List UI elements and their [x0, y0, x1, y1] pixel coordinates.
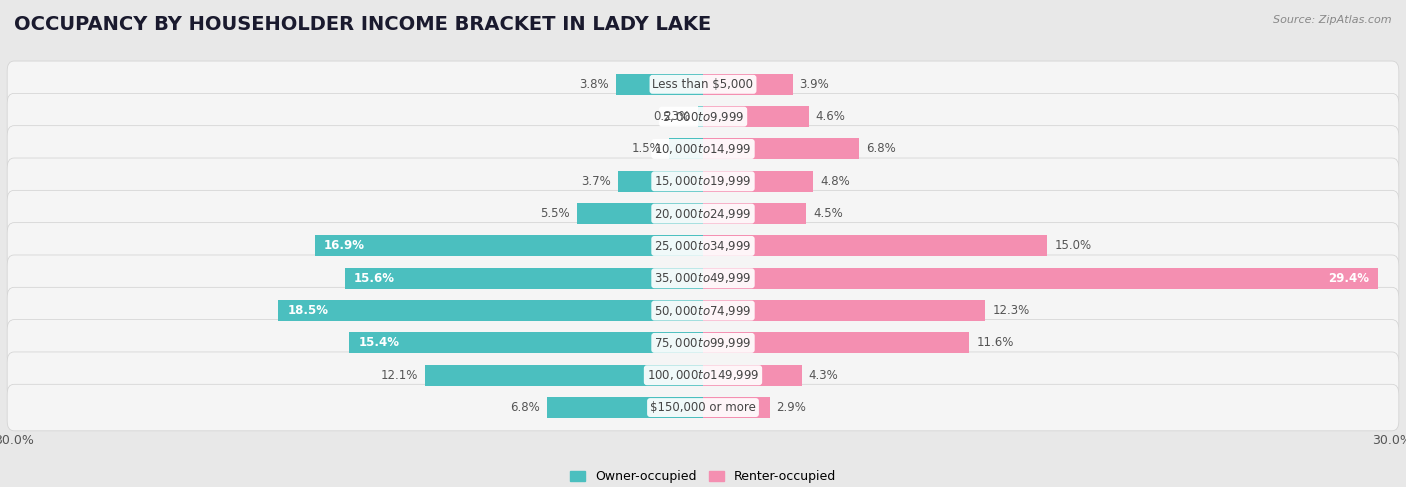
FancyBboxPatch shape	[7, 352, 1399, 398]
Text: Source: ZipAtlas.com: Source: ZipAtlas.com	[1274, 15, 1392, 25]
FancyBboxPatch shape	[7, 158, 1399, 205]
Bar	[703, 268, 1378, 289]
Text: 1.5%: 1.5%	[631, 143, 662, 155]
Text: 3.7%: 3.7%	[582, 175, 612, 188]
Bar	[697, 106, 703, 127]
Text: $25,000 to $34,999: $25,000 to $34,999	[654, 239, 752, 253]
Bar	[547, 397, 703, 418]
Bar	[703, 235, 1047, 257]
FancyBboxPatch shape	[7, 126, 1399, 172]
Bar	[616, 74, 703, 95]
Text: 4.3%: 4.3%	[808, 369, 838, 382]
Text: Less than $5,000: Less than $5,000	[652, 78, 754, 91]
Text: 0.23%: 0.23%	[654, 110, 690, 123]
FancyBboxPatch shape	[7, 255, 1399, 301]
FancyBboxPatch shape	[7, 287, 1399, 334]
Text: $5,000 to $9,999: $5,000 to $9,999	[662, 110, 744, 124]
Text: $20,000 to $24,999: $20,000 to $24,999	[654, 206, 752, 221]
Text: 18.5%: 18.5%	[287, 304, 329, 317]
Text: 2.9%: 2.9%	[776, 401, 807, 414]
Text: $35,000 to $49,999: $35,000 to $49,999	[654, 271, 752, 285]
FancyBboxPatch shape	[7, 61, 1399, 108]
Bar	[315, 235, 703, 257]
Text: 4.8%: 4.8%	[820, 175, 849, 188]
Text: 12.1%: 12.1%	[381, 369, 418, 382]
Text: $10,000 to $14,999: $10,000 to $14,999	[654, 142, 752, 156]
FancyBboxPatch shape	[7, 223, 1399, 269]
Bar	[703, 300, 986, 321]
Text: $150,000 or more: $150,000 or more	[650, 401, 756, 414]
Text: 3.8%: 3.8%	[579, 78, 609, 91]
Text: 15.0%: 15.0%	[1054, 240, 1091, 252]
Bar	[669, 138, 703, 159]
Bar	[703, 171, 813, 192]
Bar	[576, 203, 703, 224]
Text: 6.8%: 6.8%	[866, 143, 896, 155]
FancyBboxPatch shape	[7, 384, 1399, 431]
Text: $15,000 to $19,999: $15,000 to $19,999	[654, 174, 752, 188]
Bar	[703, 106, 808, 127]
Text: 15.4%: 15.4%	[359, 337, 399, 349]
Text: 6.8%: 6.8%	[510, 401, 540, 414]
FancyBboxPatch shape	[7, 319, 1399, 366]
Text: 12.3%: 12.3%	[993, 304, 1029, 317]
Bar	[278, 300, 703, 321]
FancyBboxPatch shape	[7, 190, 1399, 237]
Bar	[349, 333, 703, 354]
Bar	[703, 74, 793, 95]
Bar	[703, 397, 769, 418]
Legend: Owner-occupied, Renter-occupied: Owner-occupied, Renter-occupied	[565, 465, 841, 487]
Text: 3.9%: 3.9%	[800, 78, 830, 91]
Bar	[425, 365, 703, 386]
Text: 5.5%: 5.5%	[540, 207, 569, 220]
Text: 15.6%: 15.6%	[354, 272, 395, 285]
Text: 4.5%: 4.5%	[813, 207, 844, 220]
Bar	[703, 138, 859, 159]
Text: 16.9%: 16.9%	[323, 240, 366, 252]
Text: $50,000 to $74,999: $50,000 to $74,999	[654, 303, 752, 318]
FancyBboxPatch shape	[7, 94, 1399, 140]
Text: 11.6%: 11.6%	[976, 337, 1014, 349]
Bar	[703, 365, 801, 386]
Bar	[703, 203, 807, 224]
Text: $75,000 to $99,999: $75,000 to $99,999	[654, 336, 752, 350]
Bar	[619, 171, 703, 192]
Text: 4.6%: 4.6%	[815, 110, 845, 123]
Text: $100,000 to $149,999: $100,000 to $149,999	[647, 368, 759, 382]
Text: 29.4%: 29.4%	[1329, 272, 1369, 285]
Bar	[344, 268, 703, 289]
Text: OCCUPANCY BY HOUSEHOLDER INCOME BRACKET IN LADY LAKE: OCCUPANCY BY HOUSEHOLDER INCOME BRACKET …	[14, 15, 711, 34]
Bar	[703, 333, 969, 354]
